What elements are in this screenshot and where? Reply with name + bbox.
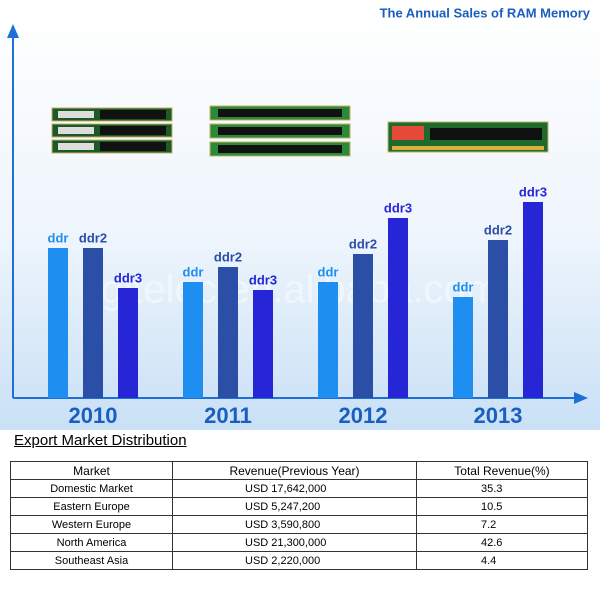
bar (48, 248, 68, 398)
table-cell: USD 3,590,800 (172, 515, 417, 534)
bar-label: ddr (48, 230, 69, 245)
bar (183, 282, 203, 398)
table-cell: Western Europe (10, 515, 173, 534)
bar (453, 297, 473, 398)
table-cell: USD 5,247,200 (172, 497, 417, 516)
ram-image (209, 105, 351, 157)
table-cell: 7.2 (416, 515, 588, 534)
bar-label: ddr2 (484, 222, 512, 237)
chart-title: The Annual Sales of RAM Memory (380, 5, 591, 20)
bar-label: ddr2 (214, 249, 242, 264)
bar-label: ddr2 (349, 236, 377, 251)
table-cell: Eastern Europe (10, 497, 173, 516)
table-cell: 10.5 (416, 497, 588, 516)
column-header: Total Revenue(%) (416, 461, 588, 480)
column-header: Market (10, 461, 173, 480)
bar (118, 288, 138, 398)
bar (488, 240, 508, 398)
bar (318, 282, 338, 398)
ram-image (387, 121, 549, 153)
bar-label: ddr3 (384, 200, 412, 215)
axis-arrow (574, 392, 588, 404)
bar-label: ddr3 (114, 270, 142, 285)
bar-label: ddr (183, 264, 204, 279)
table-cell: Domestic Market (10, 479, 173, 498)
bar (523, 202, 543, 398)
x-tick-label: 2012 (339, 403, 388, 428)
table-cell: 4.4 (416, 551, 588, 570)
bar-label: ddr (453, 279, 474, 294)
bar (83, 248, 103, 398)
bar (353, 254, 373, 398)
table-row: Western Europe USD 3,590,800 7.2 (10, 515, 588, 534)
table-row: North America USD 21,300,000 42.6 (10, 533, 588, 552)
table-cell: Southeast Asia (10, 551, 173, 570)
table-title: Export Market Distribution (14, 432, 187, 449)
bar (388, 218, 408, 398)
table-row: Southeast Asia USD 2,220,000 4.4 (10, 551, 588, 570)
x-tick-label: 2011 (204, 403, 252, 428)
bar-label: ddr2 (79, 230, 107, 245)
ram-image (51, 107, 173, 154)
table-row: Eastern Europe USD 5,247,200 10.5 (10, 497, 588, 516)
x-tick-label: 2010 (69, 403, 118, 428)
bar (218, 267, 238, 398)
table-header: Market Revenue(Previous Year) Total Revenu… (10, 461, 588, 480)
x-tick-label: 2013 (474, 403, 523, 428)
table-cell: USD 21,300,000 (172, 533, 417, 552)
table-cell: USD 2,220,000 (172, 551, 417, 570)
bar-label: ddr3 (519, 184, 547, 199)
table-cell: 35.3 (416, 479, 588, 498)
bar-label: ddr (318, 264, 339, 279)
axis-arrow (7, 24, 19, 38)
bar-label: ddr3 (249, 272, 277, 287)
table-cell: USD 17,642,000 (172, 479, 417, 498)
table-row: Domestic Market USD 17,642,000 35.3 (10, 479, 588, 498)
table-cell: 42.6 (416, 533, 588, 552)
column-header: Revenue(Previous Year) (172, 461, 417, 480)
chart: The Annual Sales of RAM Memory gitelec.e… (0, 0, 600, 430)
table-body: Domestic Market USD 17,642,000 35.3 Eastern… (10, 479, 588, 570)
watermark: gitelec.en.alibaba.com (101, 268, 499, 312)
bar (253, 290, 273, 398)
table: Market Revenue(Previous Year) Total Revenu… (10, 461, 588, 570)
table-cell: North America (10, 533, 173, 552)
